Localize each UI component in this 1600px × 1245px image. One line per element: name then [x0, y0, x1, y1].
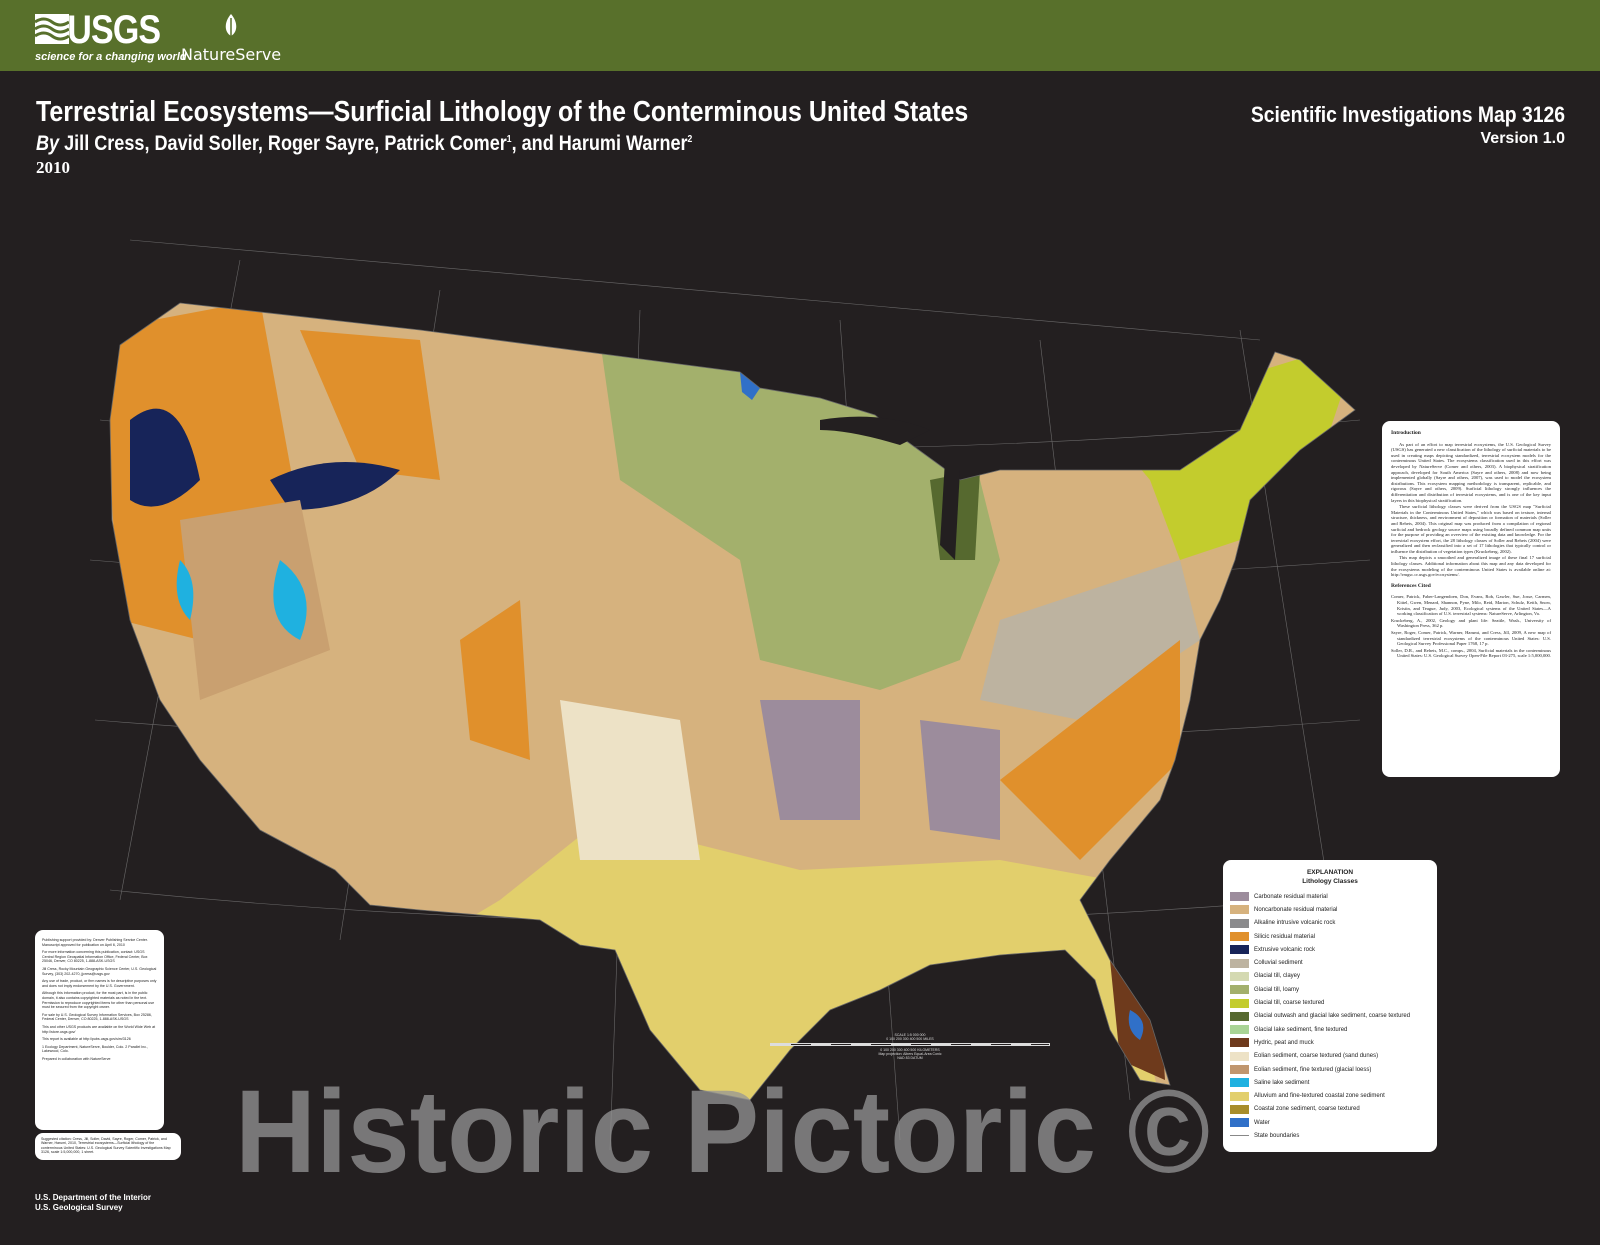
legend-label: Eolian sediment, coarse textured (sand d… — [1254, 1053, 1379, 1060]
legend-item: Saline lake sediment — [1227, 1076, 1433, 1089]
legend-item: Glacial lake sediment, fine textured — [1227, 1023, 1433, 1036]
map-lake-michigan — [940, 460, 960, 560]
legend-label: Glacial till, loamy — [1254, 986, 1300, 993]
legend-swatch — [1230, 1025, 1249, 1035]
leaf-icon — [225, 14, 237, 36]
legend-item: Glacial till, coarse textured — [1227, 996, 1433, 1009]
legend-item: Silicic residual material — [1227, 930, 1433, 943]
lithology-map — [89, 239, 1371, 1151]
legend-label: Extrusive volcanic rock — [1254, 946, 1316, 953]
legend-label: Silicic residual material — [1254, 933, 1316, 940]
legend-item: Glacial till, clayey — [1227, 970, 1433, 983]
map-basin-region — [180, 500, 330, 700]
map-volcanic-region — [130, 408, 200, 507]
scale-bar: SCALE 1:5 000 000 0 100 200 300 400 500 … — [770, 1033, 1050, 1060]
legend-panel: EXPLANATION Lithology Classes Carbonate … — [1223, 860, 1437, 1152]
map-carbonate-region-2 — [760, 700, 860, 820]
legend-swatch — [1230, 932, 1249, 942]
legend-swatch — [1230, 1091, 1249, 1101]
legend-label: Alluvium and fine-textured coastal zone … — [1254, 1093, 1385, 1100]
legend-item: Carbonate residual material — [1227, 890, 1433, 903]
legend-item: Alkaline intrusive volcanic rock — [1227, 917, 1433, 930]
legend-swatch — [1230, 971, 1249, 981]
map-silicic-rockies-region — [460, 600, 530, 760]
usgs-logo: USGS science for a changing world — [35, 8, 187, 63]
map-lake-superior — [820, 416, 930, 445]
map-silicic-north-region — [300, 330, 440, 480]
map-eolian-region — [560, 700, 700, 860]
legend-swatch — [1230, 1038, 1249, 1048]
watermark-text: Historic Pictoric © — [235, 1066, 1210, 1198]
legend-label: Glacial till, clayey — [1254, 973, 1301, 980]
legend-label: Glacial outwash and glacial lake sedimen… — [1254, 1013, 1411, 1020]
legend-item: Noncarbonate residual material — [1227, 903, 1433, 916]
legend-item: Water — [1227, 1116, 1433, 1129]
legend-item: Eolian sediment, coarse textured (sand d… — [1227, 1050, 1433, 1063]
legend-item: Glacial outwash and glacial lake sedimen… — [1227, 1010, 1433, 1023]
legend-swatch — [1230, 1065, 1249, 1074]
legend-label: Coastal zone sediment, coarse textured — [1254, 1106, 1360, 1113]
watermark: Historic Pictoric © — [235, 1066, 1210, 1198]
legend-item-state-boundaries: State boundaries — [1227, 1129, 1433, 1142]
publication-year: 2010 — [36, 158, 70, 177]
header-bar: USGS science for a changing world Nature… — [0, 0, 1600, 71]
legend-label: Eolian sediment, fine textured (glacial … — [1254, 1066, 1372, 1073]
legend-label: Glacial till, coarse textured — [1254, 1000, 1325, 1007]
legend-swatch — [1230, 1078, 1249, 1088]
legend-swatch — [1230, 998, 1249, 1008]
legend-swatch — [1230, 905, 1249, 915]
natureserve-logo: NatureServe — [181, 12, 281, 64]
legend-item: Eolian sediment, fine textured (glacial … — [1227, 1063, 1433, 1076]
legend-item: Alluvium and fine-textured coastal zone … — [1227, 1089, 1433, 1102]
scale-bar-graphic — [770, 1043, 1050, 1046]
legend-swatch — [1230, 985, 1249, 995]
page-title: Terrestrial Ecosystems—Surficial Litholo… — [36, 96, 969, 128]
legend-label: Carbonate residual material — [1254, 893, 1328, 900]
legend-swatch — [1230, 945, 1249, 955]
legend-label: Noncarbonate residual material — [1254, 906, 1338, 913]
publication-info-box: Publishing support provided by: Denver P… — [35, 930, 164, 1130]
legend-swatch — [1230, 1011, 1249, 1021]
introduction-panel: Introduction As part of an effort to map… — [1382, 421, 1560, 777]
legend-swatch — [1230, 892, 1249, 902]
legend-item: Coastal zone sediment, coarse textured — [1227, 1103, 1433, 1116]
map-snake-river-region — [270, 462, 400, 510]
legend-swatch — [1230, 918, 1249, 928]
legend-swatch — [1230, 1051, 1249, 1061]
legend-swatch — [1230, 1104, 1249, 1114]
suggested-citation-box: Suggested citation: Cress, Jill, Soller,… — [35, 1133, 181, 1160]
legend-label: Alkaline intrusive volcanic rock — [1254, 920, 1336, 927]
legend-item: Extrusive volcanic rock — [1227, 943, 1433, 956]
usgs-wave-icon — [35, 14, 69, 44]
legend-item: Glacial till, loamy — [1227, 983, 1433, 996]
map-piedmont-region — [1000, 640, 1180, 860]
map-colluvial-region — [980, 560, 1200, 720]
map-water-okeechobee — [1128, 1010, 1144, 1040]
authors: By Jill Cress, David Soller, Roger Sayre… — [36, 132, 693, 155]
legend-swatch — [1230, 958, 1249, 968]
legend-label: Glacial lake sediment, fine textured — [1254, 1026, 1348, 1033]
map-carbonate-region — [920, 720, 1000, 840]
legend-item: Colluvial sediment — [1227, 956, 1433, 969]
legend-item: Hydric, peat and muck — [1227, 1036, 1433, 1049]
legend-swatch — [1230, 1118, 1249, 1128]
series-info: Scientific Investigations Map 3126 Versi… — [1250, 102, 1565, 147]
map-water-lake-of-woods — [740, 372, 760, 400]
map-saline-region — [273, 560, 307, 640]
legend-label: Water — [1254, 1119, 1270, 1126]
footer-agency: U.S. Department of the Interior U.S. Geo… — [35, 1193, 152, 1212]
legend-label: Hydric, peat and muck — [1254, 1039, 1314, 1046]
map-saline-region-2 — [176, 560, 194, 620]
legend-label: Colluvial sediment — [1254, 960, 1303, 967]
legend-label: Saline lake sediment — [1254, 1079, 1310, 1086]
